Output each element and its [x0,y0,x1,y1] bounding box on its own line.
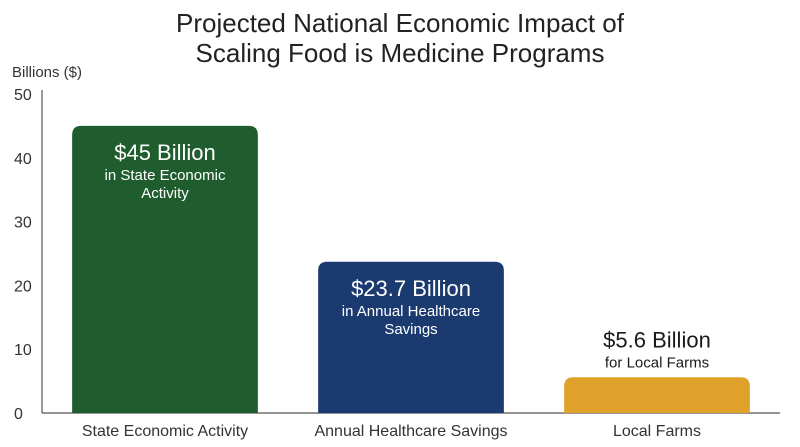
bar-value-label: $23.7 Billion [351,276,471,301]
bar [318,261,504,413]
chart-title: Projected National Economic Impact of Sc… [176,8,625,68]
bar-sub-label: in State Economic [105,167,226,184]
x-tick-label: State Economic Activity [82,423,248,440]
y-tick-label: 10 [14,342,32,359]
x-tick-label: Annual Healthcare Savings [314,423,507,440]
bar-sub-label: for Local Farms [605,354,709,371]
bar-sub-label: Savings [384,321,437,338]
bar [72,125,258,414]
chart-title-line-1: Projected National Economic Impact of [176,8,625,38]
bar-sub-label: Activity [141,185,189,202]
x-tick-label: Local Farms [613,423,701,440]
bar-sub-label: in Annual Healthcare [342,303,480,320]
bar [564,377,750,413]
y-tick-label: 30 [14,215,32,232]
y-tick-label: 0 [14,406,23,423]
bars [72,125,750,414]
y-tick-label: 40 [14,151,32,168]
bar-value-label: $5.6 Billion [603,327,711,352]
y-tick-label: 50 [14,87,32,104]
y-tick-label: 20 [14,278,32,295]
y-axis-label: Billions ($) [12,64,82,81]
chart-title-line-2: Scaling Food is Medicine Programs [196,38,605,68]
category-labels: State Economic Activity Annual Healthcare… [82,423,701,440]
bar-value-label: $45 Billion [114,140,216,165]
